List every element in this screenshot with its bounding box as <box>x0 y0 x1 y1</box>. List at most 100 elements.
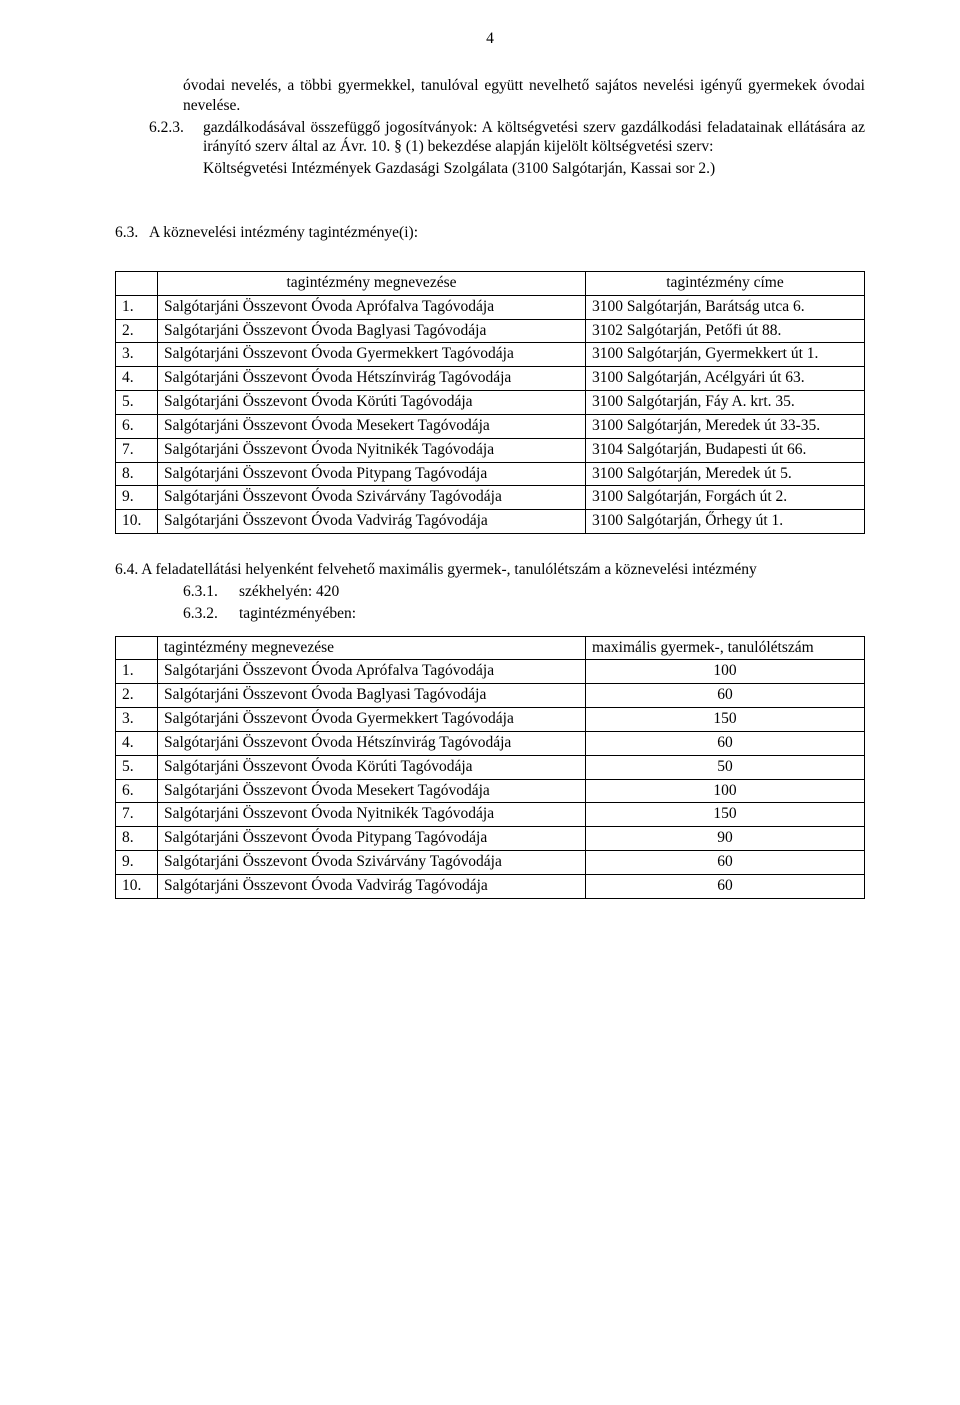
table-header-name: tagintézmény megnevezése <box>158 636 586 660</box>
row-number: 5. <box>116 391 158 415</box>
table-header-empty <box>116 271 158 295</box>
list-item-623: 6.2.3. gazdálkodásával összefüggő jogosí… <box>149 118 865 158</box>
table-letszam: tagintézmény megnevezésemaximális gyerme… <box>115 636 865 899</box>
row-number: 6. <box>116 779 158 803</box>
row-number: 3. <box>116 343 158 367</box>
row-number: 4. <box>116 731 158 755</box>
section-64-heading: 6.4. A feladatellátási helyenként felveh… <box>115 560 865 580</box>
row-number: 9. <box>116 851 158 875</box>
row-name: Salgótarjáni Összevont Óvoda Körúti Tagó… <box>158 391 586 415</box>
row-name: Salgótarjáni Összevont Óvoda Nyitnikék T… <box>158 438 586 462</box>
row-address: 3100 Salgótarján, Meredek út 33-35. <box>586 414 865 438</box>
row-address: 3100 Salgótarján, Gyermekkert út 1. <box>586 343 865 367</box>
table-tagintezmeny: tagintézmény megnevezésetagintézmény cím… <box>115 271 865 534</box>
list-item-text: gazdálkodásával összefüggő jogosítványok… <box>203 118 865 158</box>
table-row: 9.Salgótarjáni Összevont Óvoda Szivárván… <box>116 851 865 875</box>
table-row: 2.Salgótarjáni Összevont Óvoda Baglyasi … <box>116 319 865 343</box>
section-64-632: 6.3.2.tagintézményében: <box>183 604 865 624</box>
row-name: Salgótarjáni Összevont Óvoda Hétszínvirá… <box>158 367 586 391</box>
table-row: 3.Salgótarjáni Összevont Óvoda Gyermekke… <box>116 708 865 732</box>
row-address: 3104 Salgótarján, Budapesti út 66. <box>586 438 865 462</box>
table-row: 8.Salgótarjáni Összevont Óvoda Pitypang … <box>116 827 865 851</box>
row-value: 90 <box>586 827 865 851</box>
row-number: 10. <box>116 874 158 898</box>
sub-text: tagintézményében: <box>239 605 356 622</box>
row-name: Salgótarjáni Összevont Óvoda Mesekert Ta… <box>158 779 586 803</box>
row-address: 3100 Salgótarján, Forgách út 2. <box>586 486 865 510</box>
table-row: 5.Salgótarjáni Összevont Óvoda Körúti Ta… <box>116 755 865 779</box>
table-row: 7.Salgótarjáni Összevont Óvoda Nyitnikék… <box>116 438 865 462</box>
row-number: 1. <box>116 660 158 684</box>
row-number: 2. <box>116 319 158 343</box>
row-number: 1. <box>116 295 158 319</box>
table-header-name: tagintézmény megnevezése <box>158 271 586 295</box>
table-row: 7.Salgótarjáni Összevont Óvoda Nyitnikék… <box>116 803 865 827</box>
section-64-631: 6.3.1.székhelyén: 420 <box>183 582 865 602</box>
row-value: 60 <box>586 684 865 708</box>
row-number: 2. <box>116 684 158 708</box>
row-name: Salgótarjáni Összevont Óvoda Nyitnikék T… <box>158 803 586 827</box>
row-name: Salgótarjáni Összevont Óvoda Szivárvány … <box>158 486 586 510</box>
row-address: 3100 Salgótarján, Meredek út 5. <box>586 462 865 486</box>
table-row: 8.Salgótarjáni Összevont Óvoda Pitypang … <box>116 462 865 486</box>
row-address: 3100 Salgótarján, Őrhegy út 1. <box>586 510 865 534</box>
table-row: 9.Salgótarjáni Összevont Óvoda Szivárván… <box>116 486 865 510</box>
page-number: 4 <box>115 30 865 48</box>
table-row: 4.Salgótarjáni Összevont Óvoda Hétszínvi… <box>116 367 865 391</box>
row-value: 100 <box>586 779 865 803</box>
intro-paragraph: óvodai nevelés, a többi gyermekkel, tanu… <box>183 76 865 116</box>
row-address: 3100 Salgótarján, Barátság utca 6. <box>586 295 865 319</box>
table-row: 4.Salgótarjáni Összevont Óvoda Hétszínvi… <box>116 731 865 755</box>
row-number: 7. <box>116 438 158 462</box>
row-number: 3. <box>116 708 158 732</box>
table-header-empty <box>116 636 158 660</box>
row-name: Salgótarjáni Összevont Óvoda Baglyasi Ta… <box>158 684 586 708</box>
row-value: 60 <box>586 731 865 755</box>
row-number: 7. <box>116 803 158 827</box>
row-name: Salgótarjáni Összevont Óvoda Pitypang Ta… <box>158 462 586 486</box>
row-name: Salgótarjáni Összevont Óvoda Aprófalva T… <box>158 295 586 319</box>
row-number: 5. <box>116 755 158 779</box>
section-63-heading: 6.3.A köznevelési intézmény tagintézmény… <box>115 223 865 243</box>
row-name: Salgótarjáni Összevont Óvoda Körúti Tagó… <box>158 755 586 779</box>
row-name: Salgótarjáni Összevont Óvoda Hétszínvirá… <box>158 731 586 755</box>
row-address: 3100 Salgótarján, Acélgyári út 63. <box>586 367 865 391</box>
table-row: 1.Salgótarjáni Összevont Óvoda Aprófalva… <box>116 295 865 319</box>
list-item-623-sub: Költségvetési Intézmények Gazdasági Szol… <box>203 159 865 179</box>
row-number: 6. <box>116 414 158 438</box>
row-name: Salgótarjáni Összevont Óvoda Mesekert Ta… <box>158 414 586 438</box>
table-header-addr: tagintézmény címe <box>586 271 865 295</box>
table-row: 6.Salgótarjáni Összevont Óvoda Mesekert … <box>116 779 865 803</box>
row-value: 100 <box>586 660 865 684</box>
section-number: 6.3. <box>115 223 149 243</box>
sub-number: 6.3.2. <box>183 604 239 624</box>
row-name: Salgótarjáni Összevont Óvoda Vadvirág Ta… <box>158 510 586 534</box>
row-value: 150 <box>586 803 865 827</box>
table-row: 3.Salgótarjáni Összevont Óvoda Gyermekke… <box>116 343 865 367</box>
table-header-row: tagintézmény megnevezésetagintézmény cím… <box>116 271 865 295</box>
table-row: 6.Salgótarjáni Összevont Óvoda Mesekert … <box>116 414 865 438</box>
document-page: 4 óvodai nevelés, a többi gyermekkel, ta… <box>0 0 960 1405</box>
table-header-val: maximális gyermek-, tanulólétszám <box>586 636 865 660</box>
row-name: Salgótarjáni Összevont Óvoda Szivárvány … <box>158 851 586 875</box>
row-number: 8. <box>116 827 158 851</box>
row-name: Salgótarjáni Összevont Óvoda Aprófalva T… <box>158 660 586 684</box>
table-row: 1.Salgótarjáni Összevont Óvoda Aprófalva… <box>116 660 865 684</box>
row-name: Salgótarjáni Összevont Óvoda Vadvirág Ta… <box>158 874 586 898</box>
row-address: 3102 Salgótarján, Petőfi út 88. <box>586 319 865 343</box>
section-text: A köznevelési intézmény tagintézménye(i)… <box>149 224 418 241</box>
row-name: Salgótarjáni Összevont Óvoda Gyermekkert… <box>158 343 586 367</box>
table-row: 10.Salgótarjáni Összevont Óvoda Vadvirág… <box>116 510 865 534</box>
table-row: 5.Salgótarjáni Összevont Óvoda Körúti Ta… <box>116 391 865 415</box>
sub-number: 6.3.1. <box>183 582 239 602</box>
row-value: 50 <box>586 755 865 779</box>
row-number: 9. <box>116 486 158 510</box>
row-name: Salgótarjáni Összevont Óvoda Pitypang Ta… <box>158 827 586 851</box>
row-number: 4. <box>116 367 158 391</box>
row-name: Salgótarjáni Összevont Óvoda Gyermekkert… <box>158 708 586 732</box>
table-row: 10.Salgótarjáni Összevont Óvoda Vadvirág… <box>116 874 865 898</box>
sub-text: székhelyén: 420 <box>239 583 339 600</box>
list-item-number: 6.2.3. <box>149 118 203 158</box>
row-number: 10. <box>116 510 158 534</box>
row-value: 60 <box>586 851 865 875</box>
